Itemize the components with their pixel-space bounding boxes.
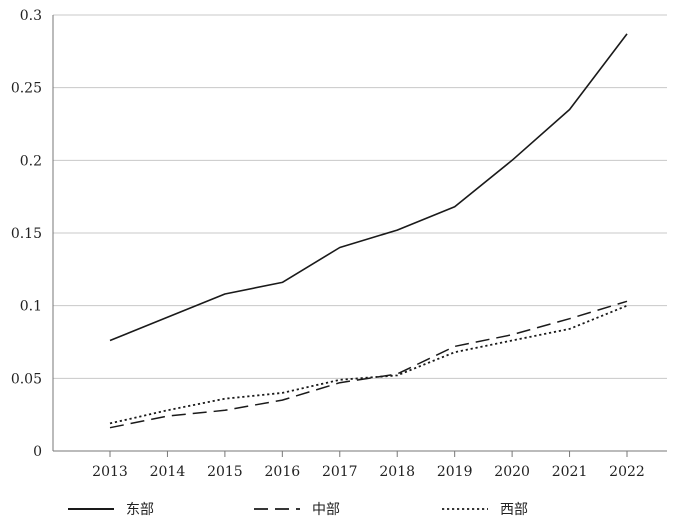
x-tick-label: 2020 bbox=[494, 464, 530, 480]
y-tick-label: 0.3 bbox=[20, 8, 42, 24]
x-tick-label: 2013 bbox=[92, 464, 128, 480]
x-tick-label: 2021 bbox=[552, 464, 588, 480]
legend-label-0: 东部 bbox=[126, 502, 154, 516]
series-line-2 bbox=[110, 306, 627, 424]
series-line-0 bbox=[110, 34, 627, 341]
y-tick-label: 0.1 bbox=[20, 299, 42, 315]
y-tick-label: 0.05 bbox=[11, 371, 42, 387]
x-tick-label: 2022 bbox=[609, 464, 645, 480]
x-tick-label: 2017 bbox=[322, 464, 358, 480]
series-line-1 bbox=[110, 301, 627, 427]
y-tick-label: 0 bbox=[33, 444, 42, 460]
legend-label-2: 西部 bbox=[500, 502, 528, 516]
x-tick-label: 2014 bbox=[150, 464, 186, 480]
x-tick-label: 2015 bbox=[207, 464, 243, 480]
y-tick-label: 0.15 bbox=[11, 226, 42, 242]
x-tick-label: 2019 bbox=[437, 464, 473, 480]
gridlines bbox=[53, 15, 667, 378]
x-tick-label: 2018 bbox=[379, 464, 415, 480]
legend: 东部 中部 西部 bbox=[68, 502, 528, 516]
x-tick-label: 2016 bbox=[265, 464, 301, 480]
legend-label-1: 中部 bbox=[312, 502, 340, 516]
y-tick-label: 0.25 bbox=[11, 81, 42, 97]
y-tick-label: 0.2 bbox=[20, 153, 42, 169]
series-lines bbox=[110, 34, 627, 428]
axes: 0 0.05 0.1 0.15 0.2 0.25 0.3 2013 2014 2015 2016 20… bbox=[11, 8, 667, 480]
